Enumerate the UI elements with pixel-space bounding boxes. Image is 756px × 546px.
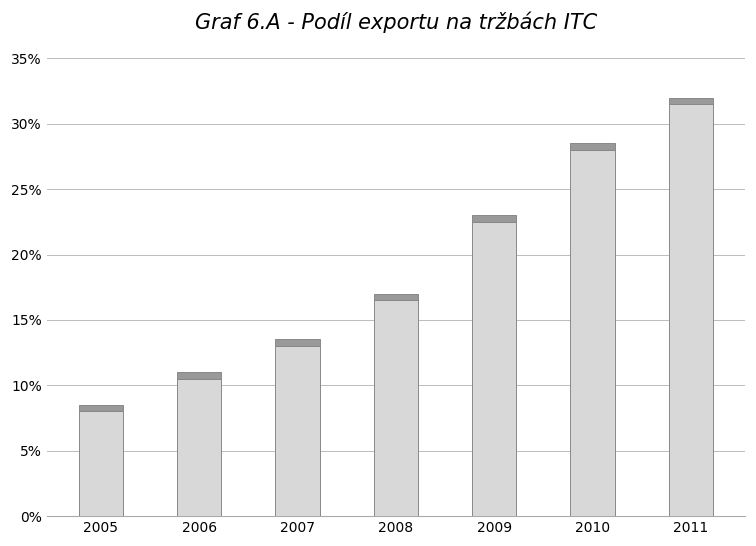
Bar xyxy=(79,412,123,516)
Bar xyxy=(373,300,418,516)
Bar xyxy=(177,372,222,379)
Bar xyxy=(472,215,516,222)
Bar xyxy=(472,222,516,516)
Bar xyxy=(275,340,320,346)
Bar xyxy=(275,346,320,516)
Bar xyxy=(668,98,713,104)
Bar xyxy=(79,405,123,412)
Bar xyxy=(177,379,222,516)
Bar xyxy=(668,104,713,516)
Title: Graf 6.A - Podíl exportu na tržbách ITC: Graf 6.A - Podíl exportu na tržbách ITC xyxy=(195,11,597,33)
Bar xyxy=(373,294,418,300)
Bar xyxy=(570,150,615,516)
Bar xyxy=(570,144,615,150)
